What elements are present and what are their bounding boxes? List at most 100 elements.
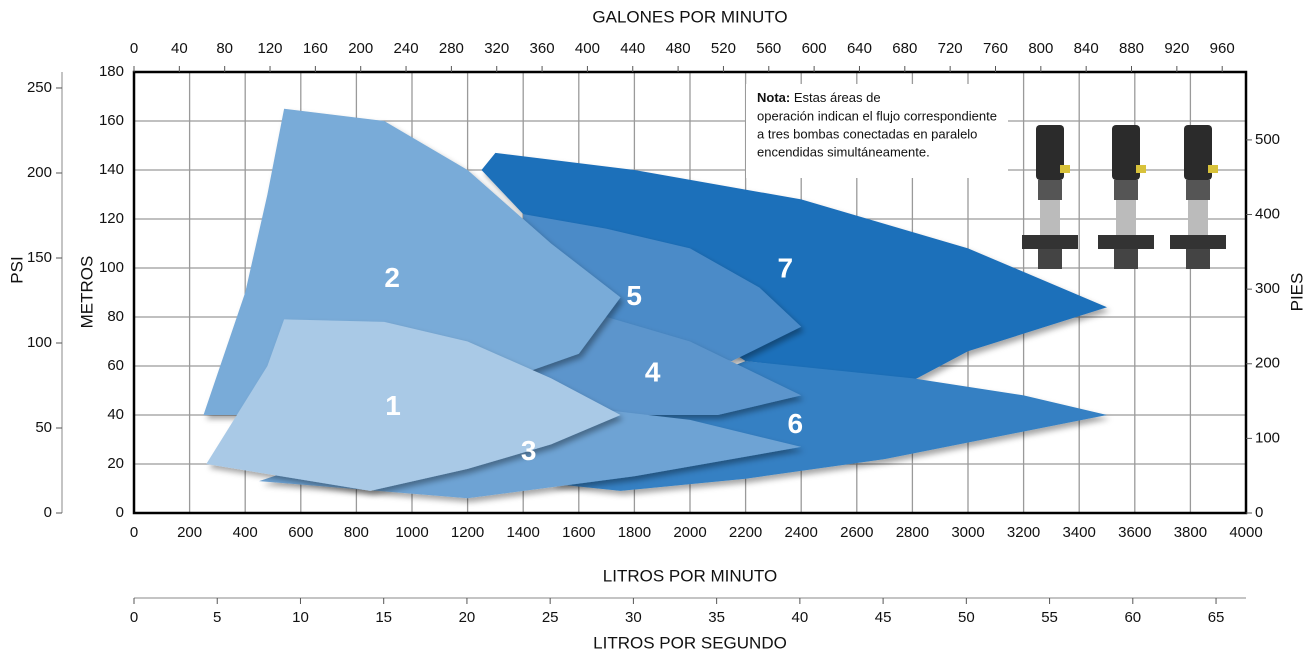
note-background	[746, 84, 1008, 178]
y2-tick-label: 200	[1255, 355, 1280, 372]
note-line: Nota: Estas áreas de	[757, 90, 881, 105]
x3-tick-label: 30	[625, 609, 642, 626]
x-tick-label: 2600	[840, 524, 873, 541]
y-tick-label: 40	[107, 406, 124, 423]
y3-tick-label: 50	[35, 419, 52, 436]
area-label: 3	[521, 435, 537, 466]
x2-tick-label: 320	[484, 40, 509, 57]
y-tick-label: 160	[99, 112, 124, 129]
y2-tick-label: 500	[1255, 131, 1280, 148]
y2-tick-label: 0	[1255, 504, 1263, 521]
area-label: 5	[626, 280, 642, 311]
x2-tick-label: 480	[666, 40, 691, 57]
x3-tick-label: 35	[708, 609, 725, 626]
y3-tick-label: 200	[27, 164, 52, 181]
note-label: Nota:	[757, 90, 790, 105]
x-tick-label: 1000	[395, 524, 428, 541]
x-tick-label: 3600	[1118, 524, 1151, 541]
x-tick-label: 2400	[785, 524, 818, 541]
x3-tick-label: 65	[1208, 609, 1225, 626]
x3-tick-label: 0	[130, 609, 138, 626]
x3-axis-title: LITROS POR SEGUNDO	[593, 633, 787, 652]
x2-tick-label: 720	[938, 40, 963, 57]
y2-axis-title: PIES	[1287, 273, 1306, 312]
y3-axis-title: PSI	[7, 256, 26, 283]
area-label: 1	[385, 390, 401, 421]
area-label: 6	[787, 408, 803, 439]
y-tick-label: 0	[116, 504, 124, 521]
x3-tick-label: 50	[958, 609, 975, 626]
y3-tick-label: 250	[27, 79, 52, 96]
x2-tick-label: 960	[1210, 40, 1235, 57]
x2-tick-label: 880	[1119, 40, 1144, 57]
y3-tick-label: 150	[27, 249, 52, 266]
note-line: a tres bombas conectadas en paralelo	[757, 126, 977, 141]
y3-tick-label: 0	[44, 504, 52, 521]
y-tick-label: 80	[107, 308, 124, 325]
y2-tick-label: 300	[1255, 280, 1280, 297]
x-tick-label: 1600	[562, 524, 595, 541]
x-tick-label: 1800	[618, 524, 651, 541]
x2-tick-label: 640	[847, 40, 872, 57]
x-tick-label: 800	[344, 524, 369, 541]
x-tick-label: 600	[288, 524, 313, 541]
x-tick-label: 2000	[673, 524, 706, 541]
note-line: encendidas simultáneamente.	[757, 144, 930, 159]
x-tick-label: 2800	[896, 524, 929, 541]
y-tick-label: 20	[107, 455, 124, 472]
x-tick-label: 400	[233, 524, 258, 541]
x2-tick-label: 240	[394, 40, 419, 57]
pump	[1098, 125, 1154, 269]
y-axis-title: METROS	[77, 256, 96, 329]
x2-tick-label: 520	[711, 40, 736, 57]
x-tick-label: 4000	[1229, 524, 1262, 541]
x2-tick-label: 200	[348, 40, 373, 57]
y-tick-label: 140	[99, 161, 124, 178]
x-tick-label: 1400	[507, 524, 540, 541]
x3-tick-label: 60	[1124, 609, 1141, 626]
areas: 7 6 5 4 3 2 1	[203, 108, 1107, 499]
x2-tick-label: 120	[258, 40, 283, 57]
x2-tick-label: 840	[1074, 40, 1099, 57]
x2-tick-label: 560	[756, 40, 781, 57]
x-tick-label: 3400	[1063, 524, 1096, 541]
x-tick-label: 0	[130, 524, 138, 541]
area-label: 7	[778, 252, 794, 283]
pump-images	[1022, 125, 1226, 269]
x2-tick-label: 400	[575, 40, 600, 57]
x-tick-label: 3200	[1007, 524, 1040, 541]
x3-tick-label: 20	[459, 609, 476, 626]
pump	[1022, 125, 1078, 269]
operating-area	[206, 319, 621, 491]
x2-tick-label: 600	[802, 40, 827, 57]
x2-tick-label: 920	[1164, 40, 1189, 57]
area-label: 2	[384, 262, 400, 293]
x3-tick-label: 25	[542, 609, 559, 626]
x2-tick-label: 760	[983, 40, 1008, 57]
x2-tick-label: 40	[171, 40, 188, 57]
x-tick-label: 3000	[951, 524, 984, 541]
x2-tick-label: 440	[620, 40, 645, 57]
operating-area	[523, 317, 802, 415]
x2-axis-title: GALONES POR MINUTO	[592, 7, 787, 26]
y2-tick-label: 100	[1255, 429, 1280, 446]
x-tick-label: 200	[177, 524, 202, 541]
x3-tick-label: 40	[792, 609, 809, 626]
note-box: Nota: Estas áreas de operación indican e…	[746, 84, 1008, 178]
x2-tick-label: 360	[530, 40, 555, 57]
x-tick-label: 1200	[451, 524, 484, 541]
y-tick-label: 120	[99, 210, 124, 227]
labels: 0 200 400 600 800 1000 1200 1400 1600 1800 2000 220…	[27, 40, 1280, 626]
note-text: Estas áreas de	[794, 90, 881, 105]
operating-area	[481, 152, 1107, 381]
note-line: operación indican el flujo correspondien…	[757, 108, 997, 123]
x-tick-label: 3800	[1174, 524, 1207, 541]
x3-tick-label: 10	[292, 609, 309, 626]
x2-tick-label: 80	[216, 40, 233, 57]
x2-tick-label: 0	[130, 40, 138, 57]
y-tick-label: 180	[99, 63, 124, 80]
plot-frame	[132, 70, 1248, 515]
x-axis-title: LITROS POR MINUTO	[603, 566, 777, 585]
x2-tick-label: 280	[439, 40, 464, 57]
